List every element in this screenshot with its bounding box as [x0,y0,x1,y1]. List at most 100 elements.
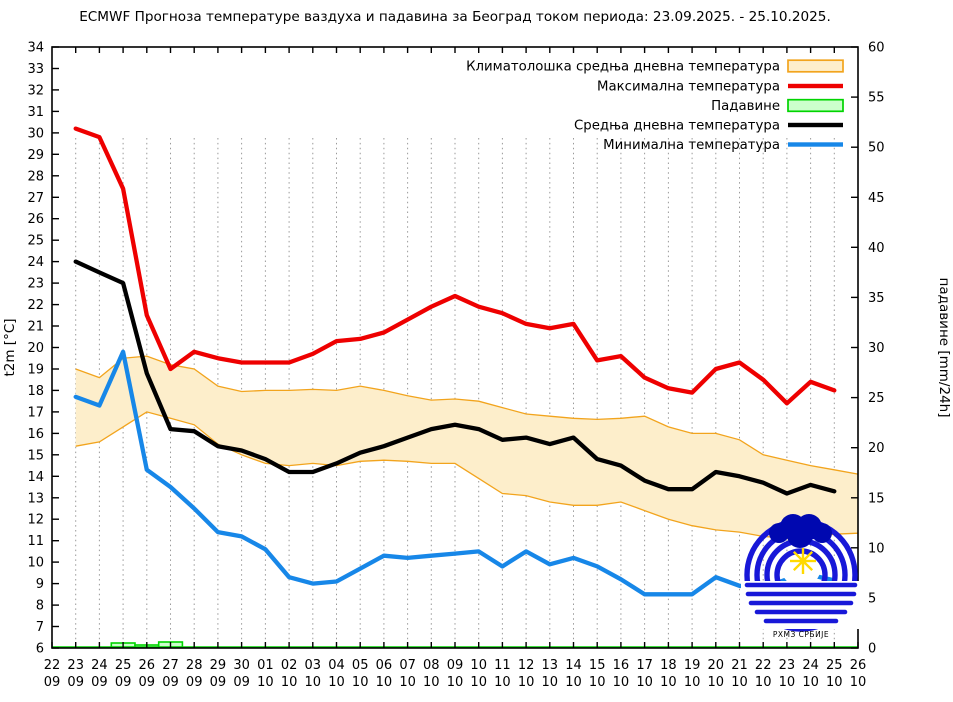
left-tick-label: 14 [27,470,44,485]
x-tick-day: 22 [755,658,772,673]
left-axis: 6 7 8 9 10 11 12 13 14 15 16 17 18 19 20 21 22 23 24 25 26 27… [27,41,59,657]
climatology-band-fill [75,356,858,539]
legend-line-swatch [788,83,843,89]
right-tick-label: 20 [868,441,885,456]
x-tick-day: 04 [328,658,345,673]
x-tick-month: 10 [376,675,393,690]
left-tick-label: 28 [27,169,44,184]
left-tick-label: 9 [36,577,44,592]
x-tick-day: 27 [162,658,179,673]
vertical-gridlines [75,138,835,646]
x-tick-day: 20 [708,658,725,673]
right-tick-label: 0 [868,642,876,657]
chart-title: ECMWF Прогноза температуре ваздуха и пад… [79,9,831,25]
x-tick-day: 23 [67,658,84,673]
left-tick-label: 29 [27,148,44,163]
right-tick-label: 60 [868,41,885,56]
x-tick-day: 10 [470,658,487,673]
x-tick-month: 10 [352,675,369,690]
x-tick-day: 29 [210,658,227,673]
right-tick-label: 15 [868,491,885,506]
x-tick-day: 05 [352,658,369,673]
x-tick-day: 22 [44,658,61,673]
right-tick-label: 25 [868,391,885,406]
x-tick-month: 10 [305,675,322,690]
right-tick-label: 10 [868,541,885,556]
x-tick-month: 09 [233,675,250,690]
x-tick-month: 10 [850,675,867,690]
x-tick-month: 10 [399,675,416,690]
legend: Климатолошка средња дневна температура Ма… [466,59,844,153]
x-tick-month: 10 [684,675,701,690]
legend-line-swatch [788,122,843,128]
x-tick-day: 30 [233,658,250,673]
logo-cloud [769,514,832,548]
right-tick-label: 30 [868,341,885,356]
max-temp-line [73,126,837,406]
legend-label: Средња дневна температура [574,119,780,134]
x-tick-day: 01 [257,658,274,673]
x-tick-month: 10 [636,675,653,690]
x-tick-month: 10 [660,675,677,690]
x-tick-day: 28 [186,658,203,673]
right-tick-label: 50 [868,141,885,156]
legend-label: Максимална температура [597,80,780,95]
x-tick-day: 25 [826,658,843,673]
x-tick-month: 10 [494,675,511,690]
x-tick-day: 16 [613,658,630,673]
x-tick-day: 11 [494,658,511,673]
x-tick-month: 10 [613,675,630,690]
x-tick-month: 10 [731,675,748,690]
climatology-band-lower-edge [75,411,859,540]
left-tick-label: 6 [36,642,44,657]
left-tick-label: 21 [27,320,44,335]
legend-box-swatch [787,98,844,113]
x-tick-day: 26 [139,658,156,673]
x-tick-month: 10 [542,675,559,690]
x-tick-month: 10 [328,675,345,690]
right-axis-title: падавине [mm/24h] [936,278,952,418]
min-temp-line [73,349,837,597]
x-tick-day: 17 [636,658,653,673]
x-tick-month: 10 [755,675,772,690]
left-axis-title: t2m [°C] [2,318,18,376]
left-tick-label: 8 [36,599,44,614]
logo-caption: РХМЗ СРБИЈЕ [773,630,829,639]
x-tick-month: 10 [447,675,464,690]
logo-sun [790,548,816,574]
left-tick-label: 18 [27,384,44,399]
x-tick-month: 09 [91,675,108,690]
x-tick-month: 09 [44,675,61,690]
x-tick-month: 10 [518,675,535,690]
x-tick-day: 02 [281,658,298,673]
legend-label: Минимална температура [603,138,780,153]
x-tick-day: 06 [376,658,393,673]
x-tick-month: 10 [708,675,725,690]
left-tick-label: 17 [27,405,44,420]
left-tick-label: 16 [27,427,44,442]
x-tick-month: 10 [779,675,796,690]
left-tick-label: 25 [27,234,44,249]
left-tick-label: 31 [27,105,44,120]
x-tick-month: 10 [423,675,440,690]
x-tick-day: 13 [542,658,559,673]
left-tick-label: 11 [27,534,44,549]
x-tick-month: 09 [210,675,227,690]
legend-box-swatch [787,59,844,73]
legend-line-swatch [788,142,843,147]
right-axis: 0 5 10 15 20 25 30 35 40 45 50 55 60 [851,41,885,657]
x-tick-month: 10 [565,675,582,690]
left-tick-label: 19 [27,363,44,378]
climatology-band-upper-edge [75,355,859,475]
left-tick-label: 10 [27,556,44,571]
legend-label: Климатолошка средња дневна температура [466,60,780,75]
left-tick-label: 26 [27,212,44,227]
right-tick-label: 55 [868,91,885,106]
x-tick-month: 09 [139,675,156,690]
x-tick-day: 03 [305,658,322,673]
x-tick-day: 14 [565,658,582,673]
x-tick-month: 10 [470,675,487,690]
rhmz-logo: РХМЗ СРБИЈЕ [741,514,861,639]
